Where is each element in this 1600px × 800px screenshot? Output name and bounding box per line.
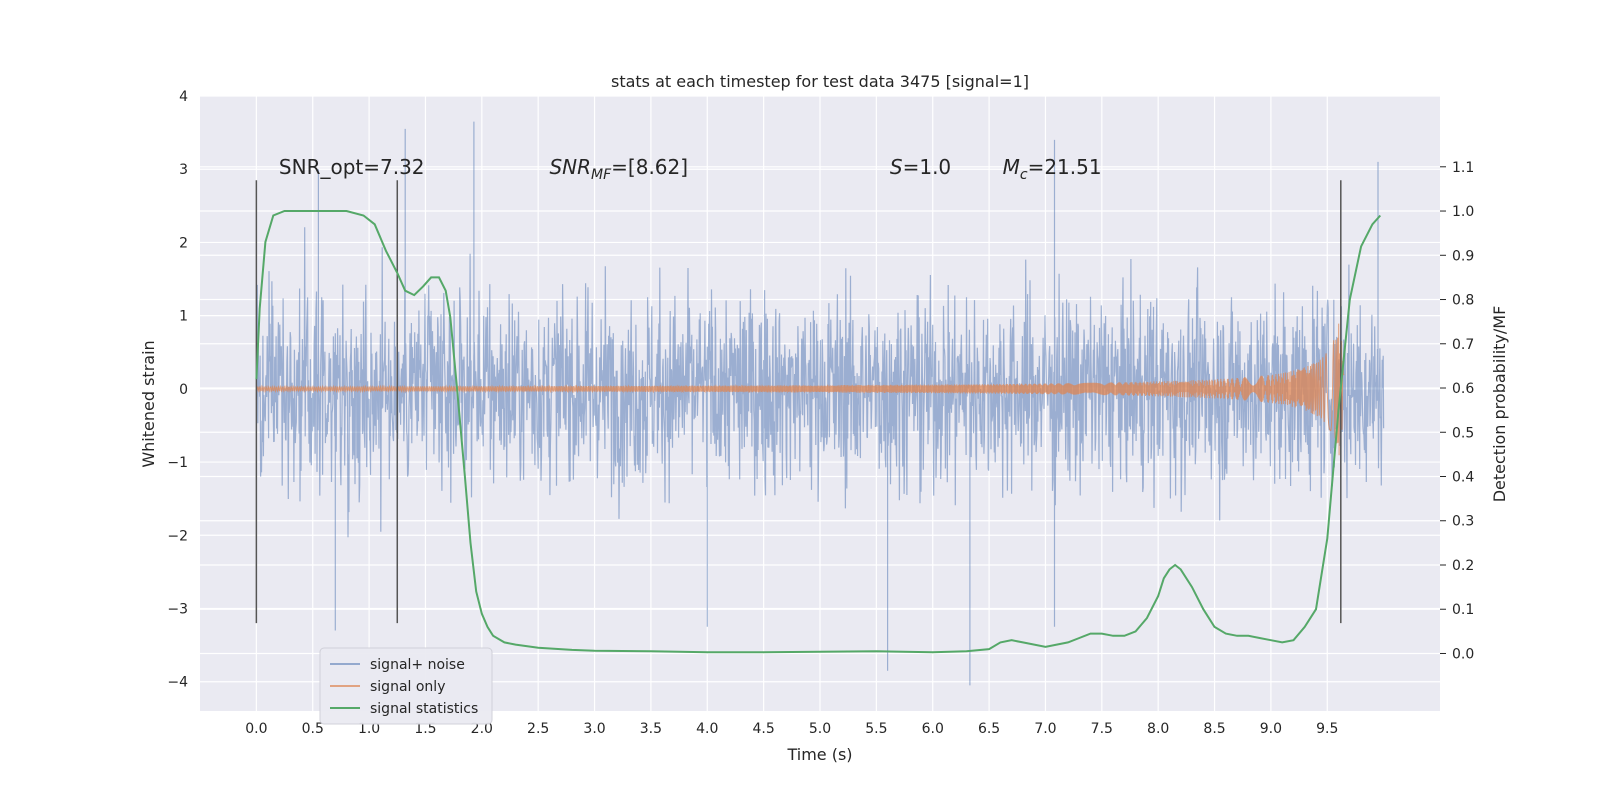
signal-statistics-line [255,210,1382,654]
x-tick-label: 8.5 [1203,721,1225,737]
x-tick-label: 3.5 [640,721,662,737]
y-axis-ticks: 4 3 2 1 0 −1 −2 −3 −4 [167,89,188,691]
x-tick-label: 0.0 [245,721,267,737]
x-tick-label: 1.0 [358,721,380,737]
y2-tick-label: 0.5 [1452,425,1474,441]
legend-label-signal-only: signal only [370,679,445,695]
x-tick-label: 5.5 [865,721,887,737]
series-signal-noise [255,121,1385,686]
y2-axis-label: Detection probability/MF [1490,306,1509,503]
legend-label-signal-statistics: signal statistics [370,701,478,717]
chart-title: stats at each timestep for test data 347… [611,72,1029,91]
legend-label-signal-noise: signal+ noise [370,657,465,673]
x-tick-label: 7.0 [1034,721,1056,737]
annotation-text: S=1.0 [890,155,951,179]
x-tick-label: 9.0 [1260,721,1282,737]
y-axis-label: Whitened strain [139,340,158,467]
x-tick-label: 2.5 [527,721,549,737]
y-tick-label: 2 [179,235,188,251]
y-tick-label: 3 [179,162,188,178]
annotation-text: SNRMF=[8.62] [549,155,688,183]
y-tick-label: 4 [179,89,188,105]
y2-tick-label: 0.1 [1452,602,1474,618]
vertical-markers [255,180,1342,624]
x-axis-ticks: 0.0 0.5 1.0 1.5 2.0 2.5 3.0 3.5 4.0 4.5 5.0 5.5 6.0 6… [245,721,1338,737]
annotation-text: Mc=21.51 [1003,155,1102,183]
y-tick-label: 0 [179,382,188,398]
y2-axis-ticks: 1.1 1.0 0.9 0.8 0.7 0.6 0.5 0.4 0.3 0.2 0.1 0.0 [1440,160,1474,662]
x-tick-label: 4.5 [753,721,775,737]
y2-tick-label: 0.0 [1452,646,1474,662]
series-signal-only [255,323,1345,456]
y2-tick-label: 0.4 [1452,470,1474,486]
y-tick-label: −3 [167,602,188,618]
annotations: SNR_opt=7.32 SNRMF=[8.62] S=1.0 Mc=21.51 [279,155,1102,183]
x-tick-label: 6.5 [978,721,1000,737]
x-tick-label: 1.5 [414,721,436,737]
y-tick-label: −2 [167,528,188,544]
y2-tick-label: 1.1 [1452,160,1474,176]
y2-tick-label: 0.9 [1452,248,1474,264]
x-axis-label: Time (s) [786,745,852,764]
signal-only-line [255,323,1345,456]
series-signal-statistics [255,210,1382,654]
x-tick-label: 3.0 [583,721,605,737]
x-tick-label: 5.0 [809,721,831,737]
x-tick-label: 4.0 [696,721,718,737]
x-tick-label: 9.5 [1316,721,1338,737]
y-tick-label: 1 [179,309,188,325]
legend-box [319,647,493,725]
y2-tick-label: 1.0 [1452,204,1474,220]
y2-tick-label: 0.7 [1452,337,1474,353]
legend: signal+ noise signal only signal statist… [319,647,493,725]
y2-tick-label: 0.2 [1452,558,1474,574]
y2-tick-label: 0.3 [1452,514,1474,530]
x-tick-label: 0.5 [302,721,324,737]
y-tick-label: −1 [167,455,188,471]
x-tick-label: 7.5 [1091,721,1113,737]
signal-noise-line [255,121,1385,686]
x-tick-label: 6.0 [922,721,944,737]
x-tick-label: 2.0 [471,721,493,737]
x-tick-label: 8.0 [1147,721,1169,737]
y2-tick-label: 0.8 [1452,293,1474,309]
annotation-text: SNR_opt=7.32 [279,155,425,179]
y2-tick-label: 0.6 [1452,381,1474,397]
y-tick-label: −4 [167,675,188,691]
